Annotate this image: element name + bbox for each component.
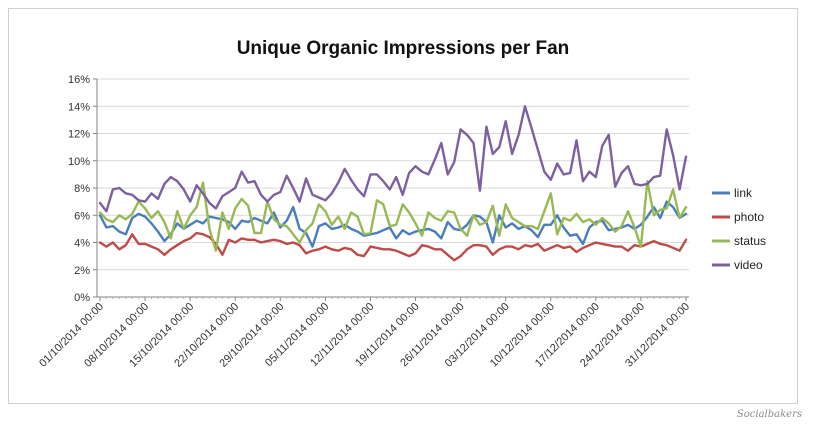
y-tick-label: 2% bbox=[74, 265, 90, 277]
y-tick-label: 10% bbox=[68, 156, 90, 168]
credit-text: Socialbakers bbox=[736, 409, 802, 420]
legend-label-photo: photo bbox=[734, 210, 764, 224]
series-group bbox=[98, 105, 688, 262]
series-line-status bbox=[98, 179, 688, 252]
y-tick-label: 8% bbox=[74, 183, 90, 195]
gridlines bbox=[97, 78, 689, 271]
series-line-link bbox=[98, 200, 688, 248]
legend-label-video: video bbox=[734, 258, 763, 272]
legend-label-link: link bbox=[734, 186, 753, 200]
y-axis-ticks: 0% 2% 4% 6% 8% 10% 12% 14% 16% bbox=[68, 74, 97, 304]
series-line-video bbox=[98, 105, 688, 213]
y-tick-label: 14% bbox=[68, 101, 90, 113]
legend: link photo status video bbox=[712, 186, 766, 272]
y-tick-label: 16% bbox=[68, 74, 90, 86]
y-tick-label: 12% bbox=[68, 129, 90, 141]
series-line-photo bbox=[98, 231, 688, 262]
chart-title: Unique Organic Impressions per Fan bbox=[237, 38, 570, 59]
y-tick-label: 0% bbox=[74, 292, 90, 304]
y-tick-label: 6% bbox=[74, 210, 90, 222]
y-tick-label: 4% bbox=[74, 238, 90, 250]
legend-label-status: status bbox=[734, 234, 766, 248]
